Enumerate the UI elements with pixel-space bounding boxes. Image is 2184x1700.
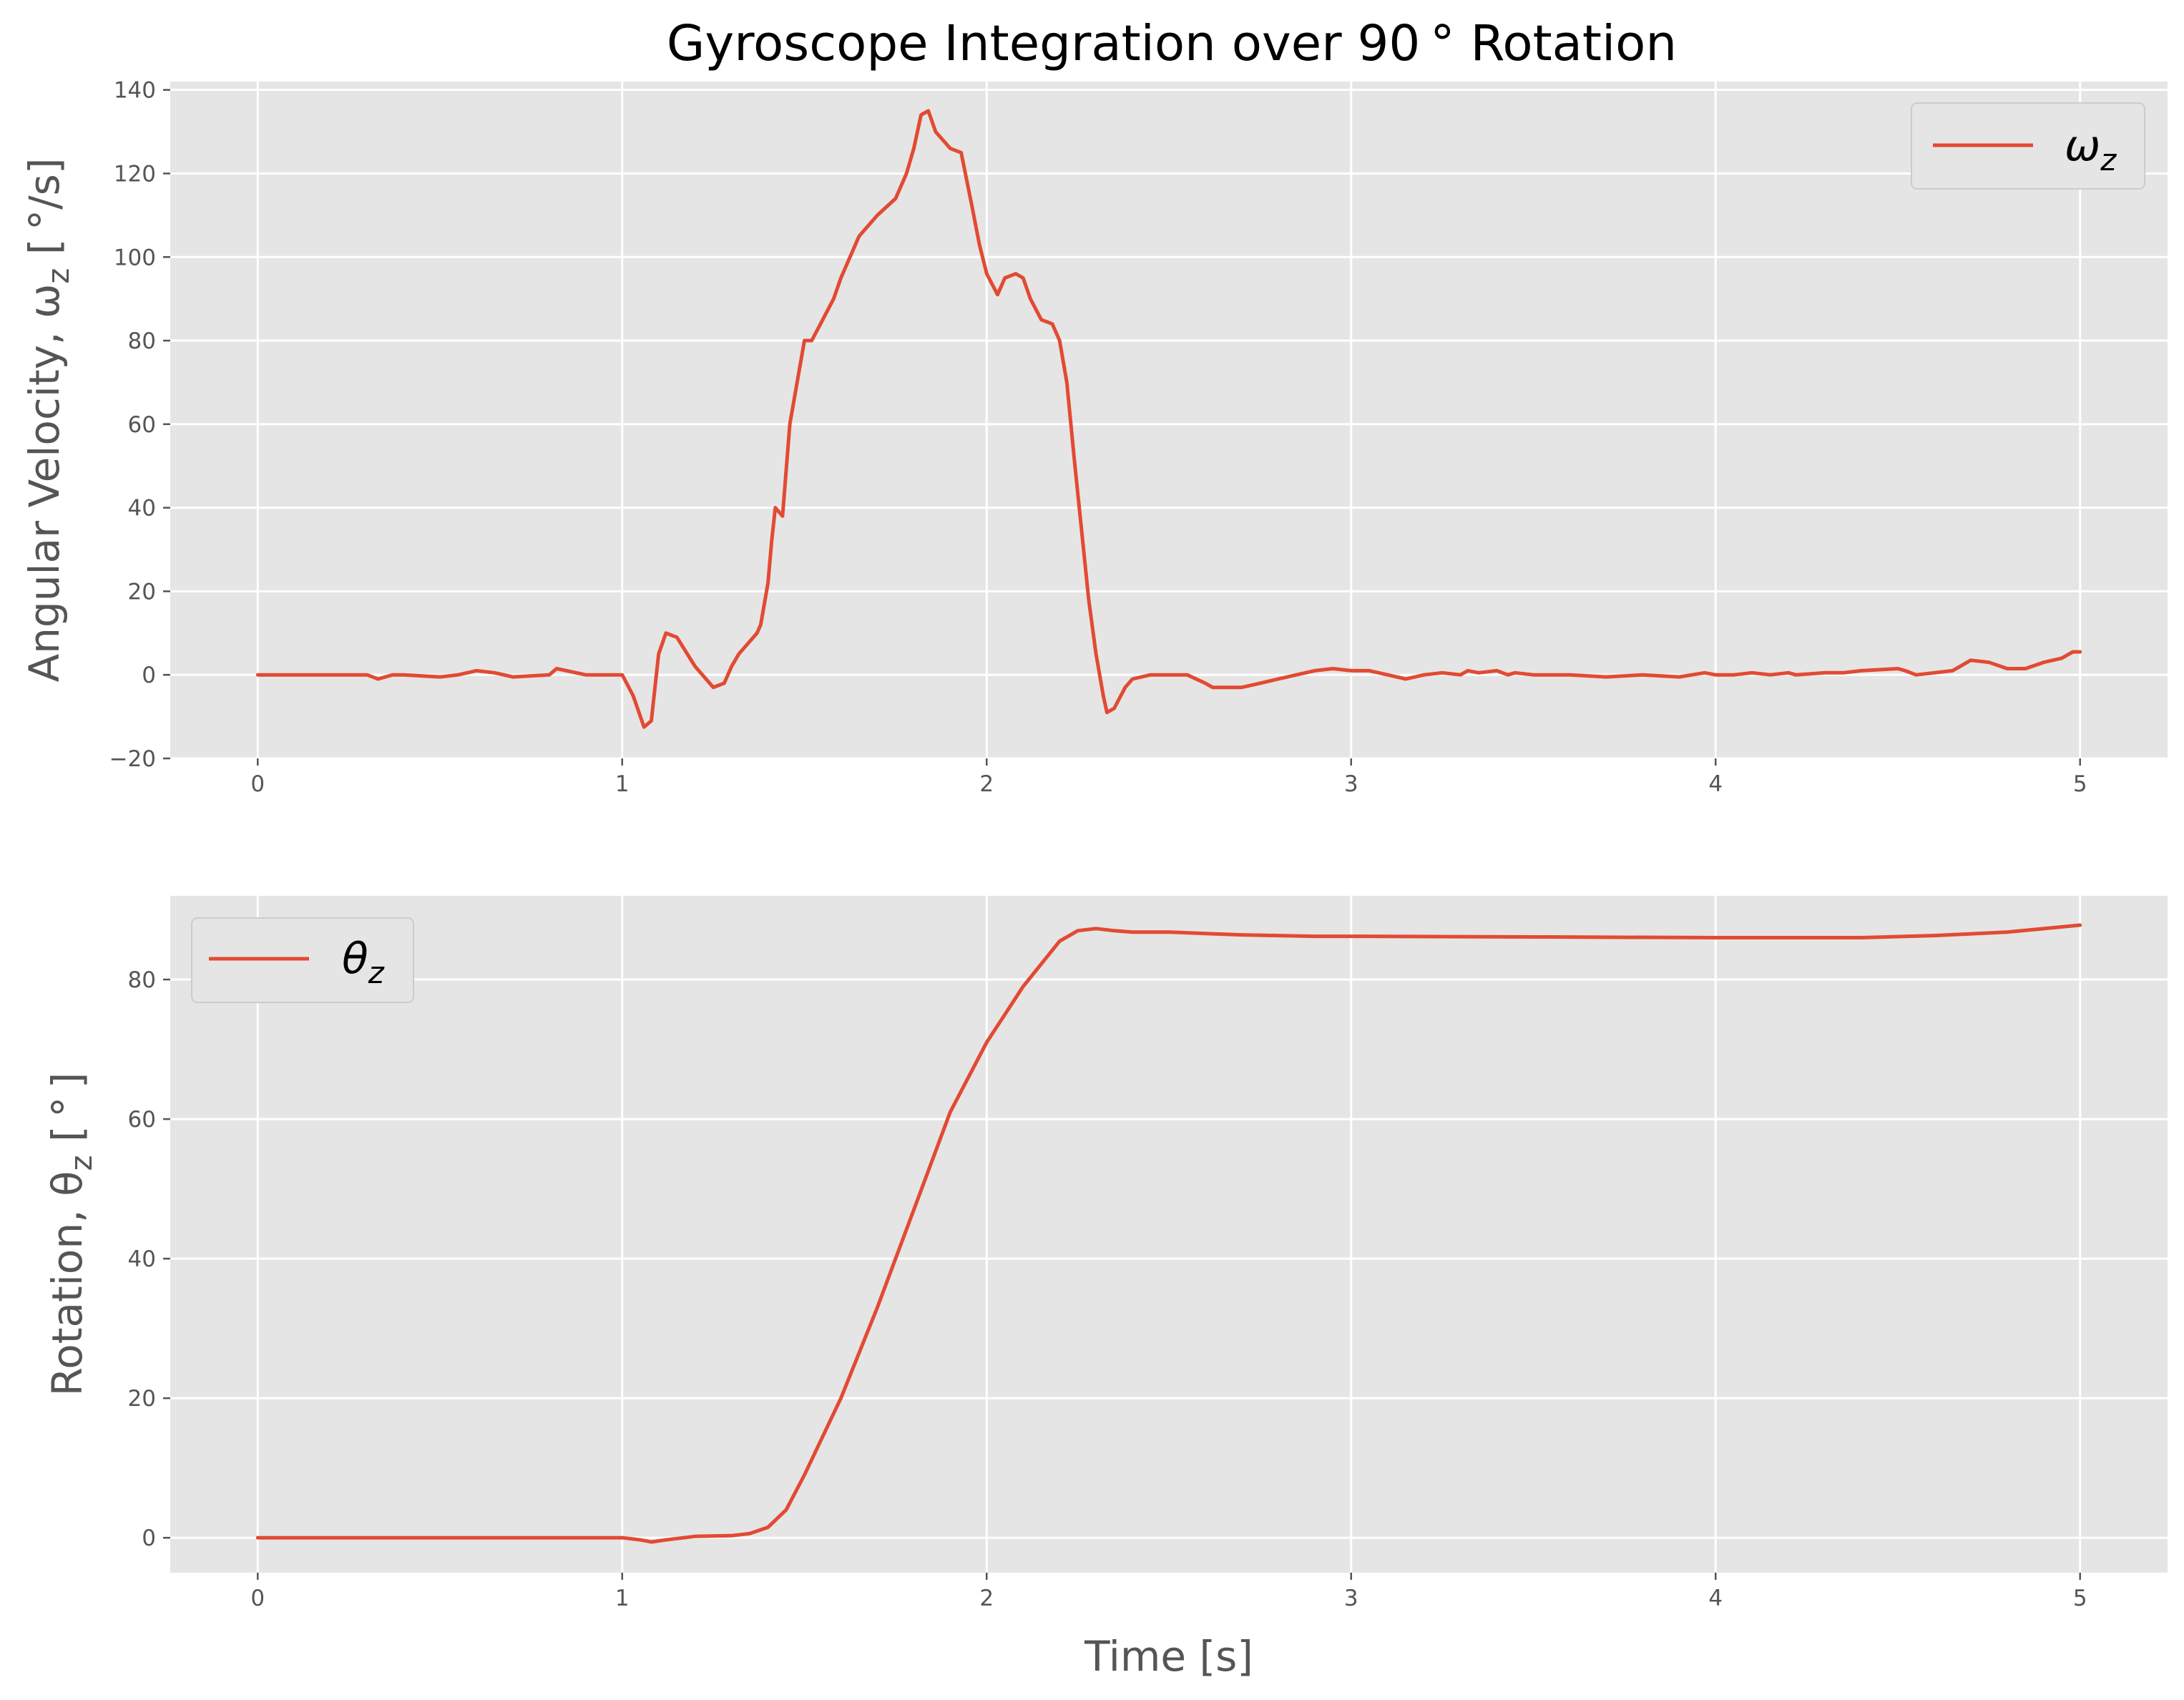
legend: ωz [1911, 102, 2145, 190]
x-tick-label: 4 [1708, 1586, 1723, 1611]
y-tick-label: 60 [128, 1107, 156, 1133]
y-axis-label-main: Angular Velocity, ω [20, 284, 69, 683]
y-axis-label-main: Rotation, θ [43, 1171, 92, 1396]
legend-label-subscript: z [2100, 142, 2117, 177]
y-tick-label: 0 [142, 663, 156, 688]
y-tick-label: 0 [142, 1525, 156, 1551]
y-tick-label: 20 [128, 579, 156, 605]
plot-area [170, 896, 2168, 1573]
x-axis-label: Time [s] [1084, 1632, 1253, 1681]
legend-label-subscript: z [368, 955, 385, 990]
y-axis-label: Rotation, θz [ ° ] [43, 1073, 99, 1397]
y-tick-label: 80 [128, 967, 156, 993]
x-tick-label: 2 [979, 771, 994, 797]
series-line [255, 109, 2082, 729]
x-tick-label: 3 [1344, 1586, 1358, 1611]
y-tick-label: 140 [114, 78, 156, 104]
y-axis-label-subscript: z [41, 268, 76, 284]
y-axis-label-unit: [ °/s] [20, 157, 69, 268]
plot-area [170, 82, 2168, 758]
series-group [255, 923, 2082, 1544]
y-tick-label: 120 [114, 161, 156, 187]
series-line [255, 923, 2082, 1544]
axis-ticks: 0 1 2 3 4 5 0 20 40 60 80 [128, 967, 2087, 1611]
x-tick-label: 3 [1344, 771, 1358, 797]
y-tick-label: 100 [114, 245, 156, 270]
y-tick-label: 60 [128, 412, 156, 438]
legend: θz [191, 917, 414, 1003]
x-tick-label: 1 [615, 1586, 630, 1611]
chart-title: Gyroscope Integration over 90 ° Rotation [667, 15, 1677, 72]
x-tick-label: 4 [1708, 771, 1723, 797]
y-tick-label: 20 [128, 1386, 156, 1412]
x-tick-label: 5 [2073, 1586, 2087, 1611]
y-tick-label: 80 [128, 328, 156, 354]
x-tick-label: 0 [250, 771, 265, 797]
legend-label-main: ω [2065, 121, 2100, 171]
y-tick-label: 40 [128, 496, 156, 522]
x-tick-label: 5 [2073, 771, 2087, 797]
legend-label: θz [342, 934, 385, 990]
x-tick-label: 1 [615, 771, 630, 797]
grid [170, 82, 2168, 760]
angular-velocity-panel: 0 1 2 3 4 5 −20 0 20 40 60 80 100 120 140 Angular Velo… [20, 78, 2168, 797]
y-axis-label-unit: [ ° ] [43, 1073, 92, 1156]
x-tick-label: 2 [979, 1586, 994, 1611]
series-group [255, 109, 2082, 729]
axis-ticks: 0 1 2 3 4 5 −20 0 20 40 60 80 100 120 140 [109, 78, 2087, 797]
legend-label: ωz [2065, 121, 2117, 177]
y-tick-label: 40 [128, 1246, 156, 1272]
y-axis-label: Angular Velocity, ωz [ °/s] [20, 157, 76, 682]
legend-label-main: θ [342, 934, 368, 984]
y-axis-label-subscript: z [64, 1155, 99, 1171]
x-tick-label: 0 [250, 1586, 265, 1611]
y-tick-label: −20 [109, 746, 156, 772]
